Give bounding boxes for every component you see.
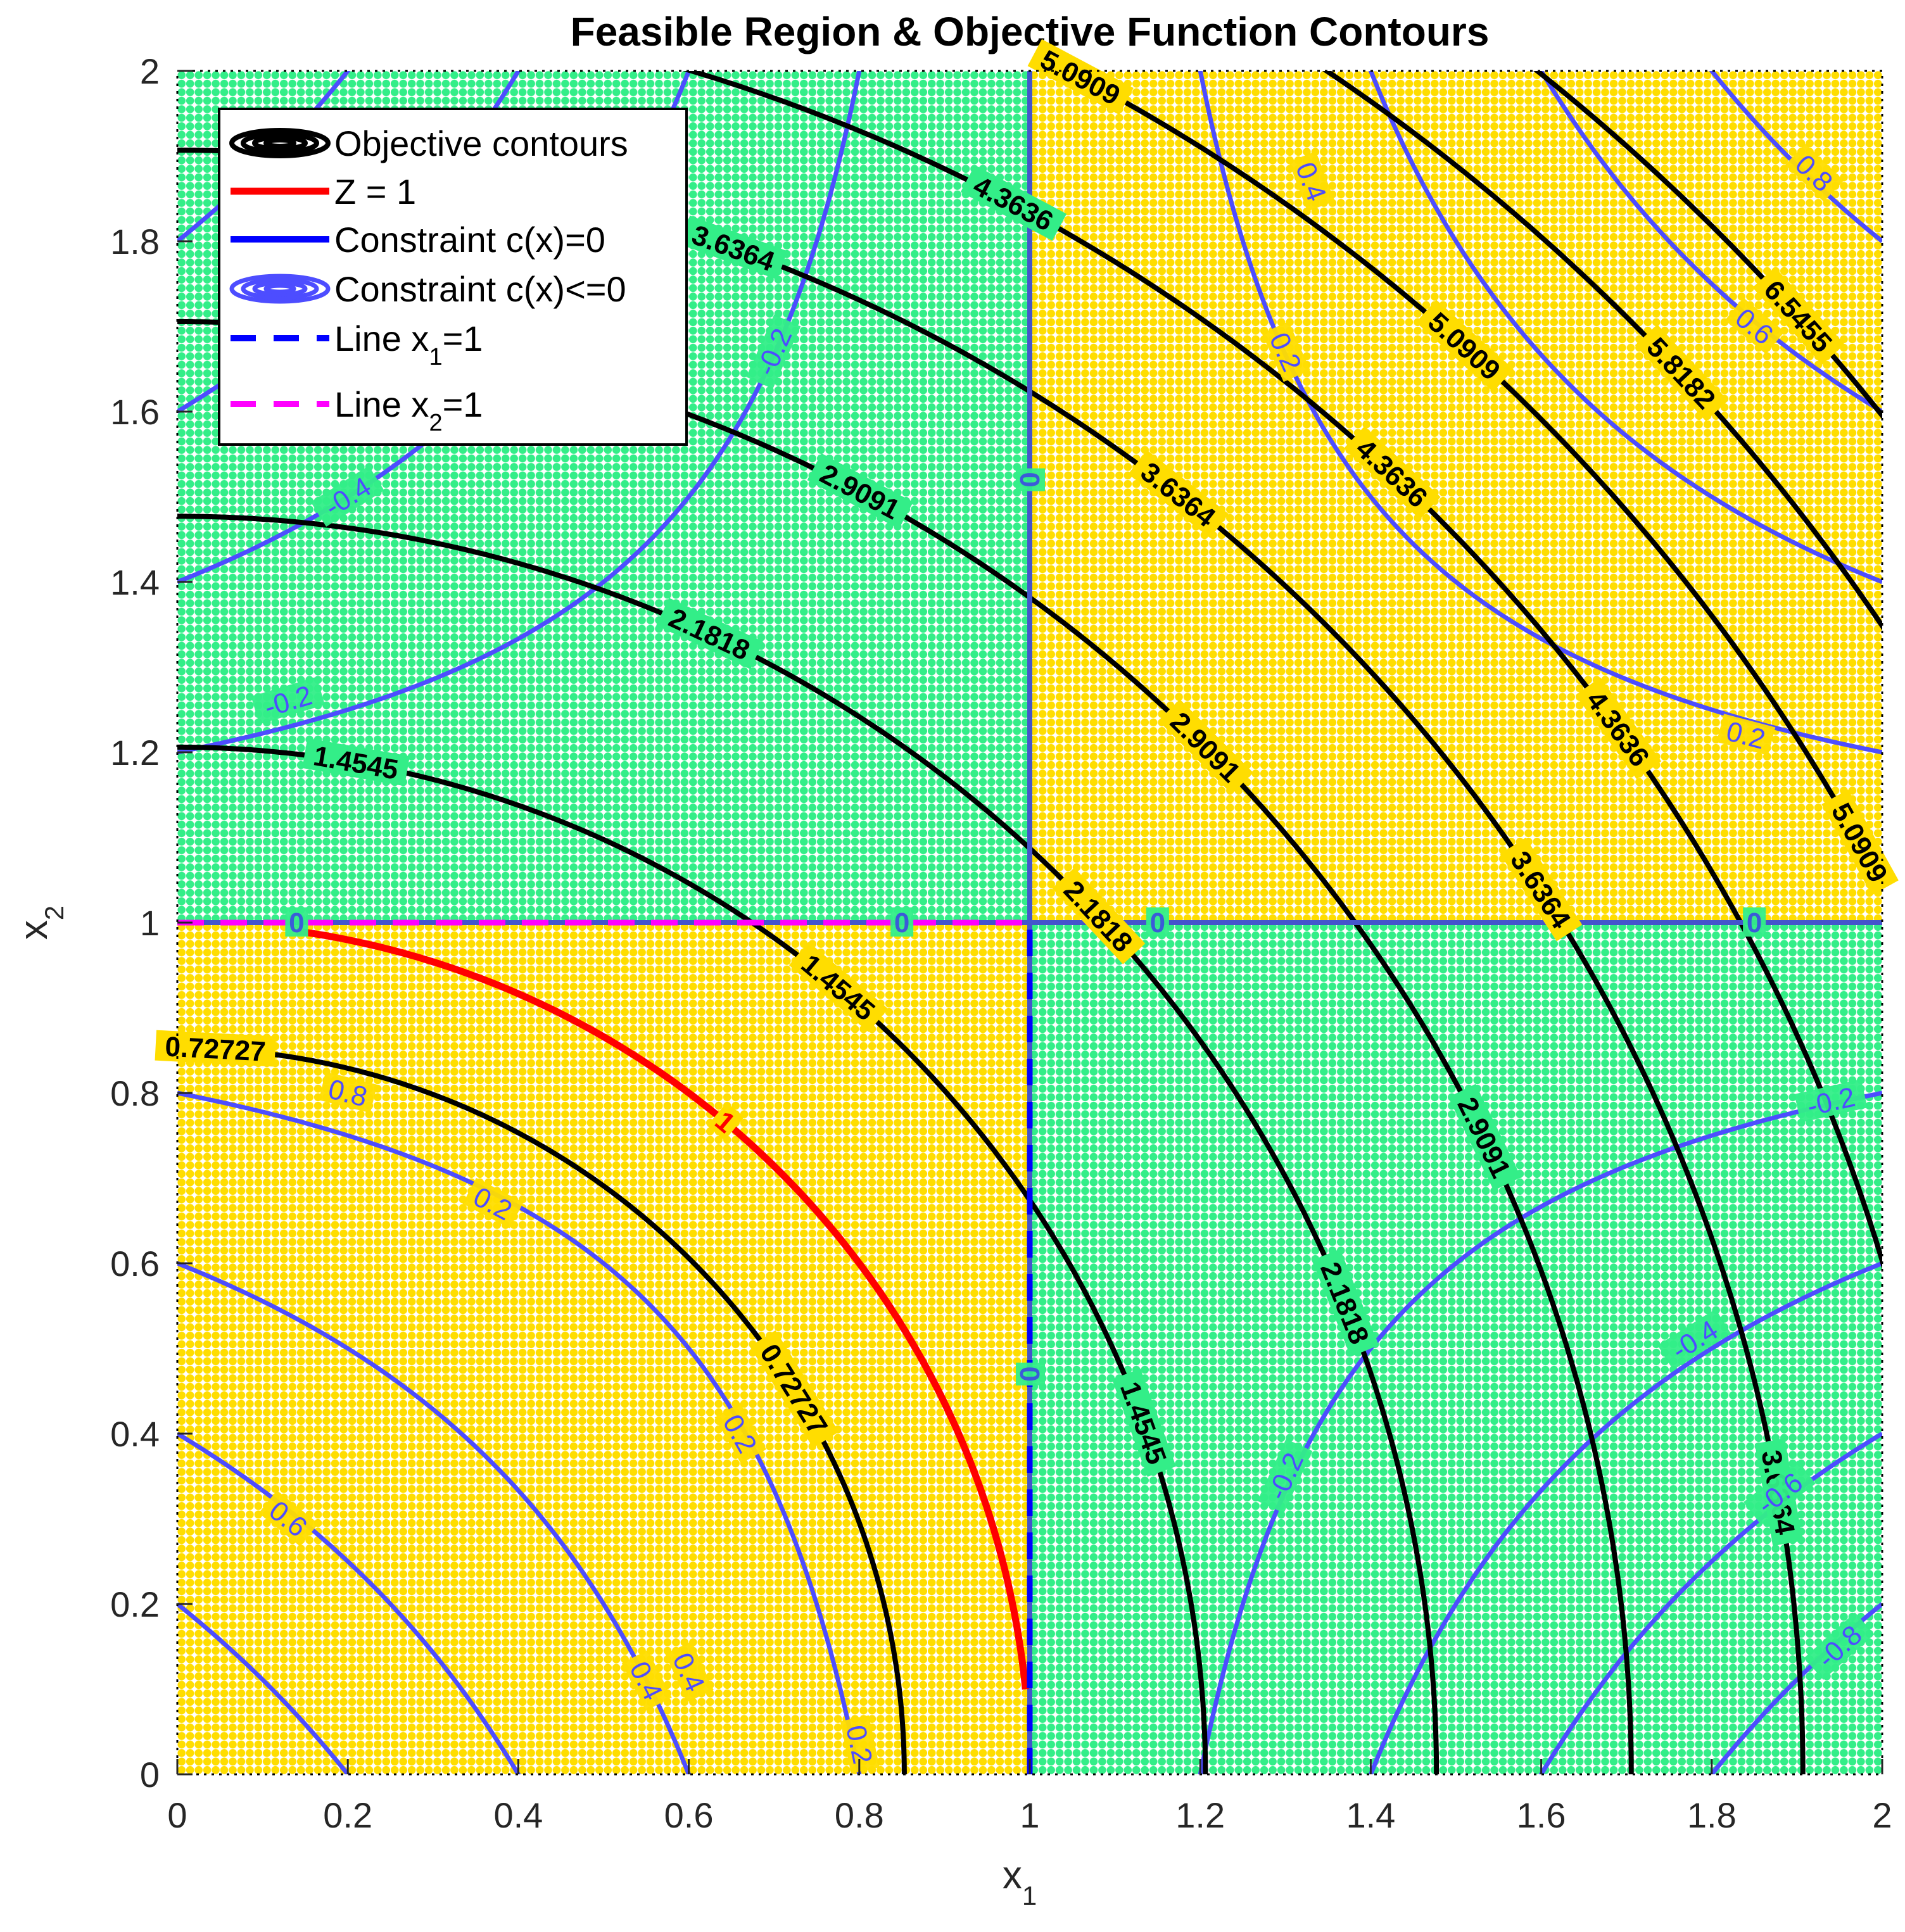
constraint-zero-label-h0: 0 xyxy=(285,907,308,938)
legend-label: Z = 1 xyxy=(334,172,416,212)
y-tick-label: 0.2 xyxy=(110,1584,160,1624)
y-tick-label: 0.6 xyxy=(110,1244,160,1284)
x-tick-label: 1.4 xyxy=(1346,1795,1395,1835)
x-tick-label: 0.4 xyxy=(493,1795,543,1835)
region-bottom-left xyxy=(177,923,1030,1774)
objective-contour-6.5455 xyxy=(1533,71,1882,420)
x-axis-label-text: x xyxy=(1003,1853,1022,1897)
svg-text:0: 0 xyxy=(289,907,304,938)
constraint-contour-0.2-lower-left xyxy=(177,1090,862,1774)
y-axis-label-subscript: 2 xyxy=(39,906,69,920)
constraint-zero-label-h2: 0 xyxy=(1146,907,1169,938)
constraint-contour--0.4-lower-right xyxy=(1368,1261,1882,1774)
constraint-contour-0.6-lower-left xyxy=(177,1432,521,1774)
y-tick-label: 1 xyxy=(140,903,160,943)
objective-contour-5.8182 xyxy=(1322,71,1882,631)
x-tick-label: 1.2 xyxy=(1175,1795,1225,1835)
legend: Objective contours Z = 1 Constraint c(x)=0… xyxy=(218,108,688,446)
legend-label: Constraint c(x)<=0 xyxy=(334,269,626,309)
constraint-zero-label-v0: 0 xyxy=(1014,468,1045,491)
constraint-label-0.2-0: 0.2 xyxy=(840,1715,880,1774)
constraint-zero-label-h1: 0 xyxy=(890,907,914,938)
constraint-contour-0.8-lower-left xyxy=(177,1602,351,1774)
y-axis-label: x2 xyxy=(12,906,69,940)
legend-label: Line x1=1 xyxy=(334,319,483,370)
y-tick-label: 1.2 xyxy=(110,733,160,773)
objective-contour-4.3636 xyxy=(682,71,1882,1270)
constraint-contour-0.8-upper-right xyxy=(1709,71,1882,243)
legend-item-c0: Constraint c(x)=0 xyxy=(231,220,605,260)
svg-text:x1: x1 xyxy=(1003,1853,1037,1910)
y-tick-label: 2 xyxy=(140,51,160,91)
objective-contour-1.4545 xyxy=(177,744,1208,1774)
svg-text:0: 0 xyxy=(1014,1367,1045,1382)
objective-label-0.72727-1: 0.72727 xyxy=(155,1030,276,1068)
x-tick-label: 2 xyxy=(1872,1795,1892,1835)
y-tick-label: 0.4 xyxy=(110,1414,160,1454)
x-tick-label: 0.6 xyxy=(664,1795,714,1835)
x-tick-label: 1 xyxy=(1020,1795,1039,1835)
legend-label: Line x2=1 xyxy=(334,384,483,436)
y-axis-label-text: x xyxy=(12,920,56,940)
y-axis-ticks: 0 0.2 0.4 0.6 0.8 1 1.2 1.4 1.6 1.8 2 xyxy=(110,51,193,1795)
svg-text:x2: x2 xyxy=(12,906,69,940)
x-tick-label: 0.2 xyxy=(323,1795,372,1835)
region-bottom-right xyxy=(1030,923,1882,1774)
legend-item-objective: Objective contours xyxy=(229,123,628,163)
y-tick-label: 0 xyxy=(140,1755,160,1795)
constraint-label--0.2-16: -0.2 xyxy=(1794,1079,1868,1123)
x-tick-label: 0 xyxy=(167,1795,187,1835)
constraint-zero-label-h3: 0 xyxy=(1743,907,1766,938)
x-axis-ticks: 0 0.2 0.4 0.6 0.8 1 1.2 1.4 1.6 1.8 2 xyxy=(167,1759,1892,1835)
legend-label: Constraint c(x)=0 xyxy=(334,220,605,260)
x-axis-label: x1 xyxy=(1003,1853,1037,1910)
legend-item-vline: Line x1=1 xyxy=(231,319,483,370)
chart-title: Feasible Region & Objective Function Con… xyxy=(571,9,1490,54)
constraint-contour-0.4-upper-right xyxy=(1368,71,1882,584)
svg-text:0.72727: 0.72727 xyxy=(164,1031,266,1067)
objective-contour-0.72727 xyxy=(177,1045,907,1774)
reference-lines xyxy=(177,71,1882,1774)
svg-text:0: 0 xyxy=(894,907,909,938)
x-tick-label: 1.8 xyxy=(1687,1795,1737,1835)
constraint-zero-label-v1: 0 xyxy=(1014,1362,1045,1386)
z-equals-one-contour xyxy=(296,927,1029,1690)
objective-contour-5.0909 xyxy=(1062,71,1882,890)
svg-text:0: 0 xyxy=(1747,907,1762,938)
y-tick-label: 1.4 xyxy=(110,562,160,602)
svg-text:0: 0 xyxy=(1014,472,1045,487)
svg-text:0: 0 xyxy=(1150,907,1165,938)
y-tick-label: 1.8 xyxy=(110,222,160,262)
legend-item-cle: Constraint c(x)<=0 xyxy=(229,269,626,309)
legend-item-hline: Line x2=1 xyxy=(231,384,483,436)
plot-frame xyxy=(176,70,1883,1776)
legend-label: Objective contours xyxy=(334,123,628,163)
legend-item-z1: Z = 1 xyxy=(231,172,416,212)
constraint-contour-0.6-upper-right xyxy=(1538,71,1882,414)
x-tick-label: 0.8 xyxy=(835,1795,884,1835)
y-tick-label: 1.6 xyxy=(110,392,160,432)
constraint-label--0.4-17: -0.4 xyxy=(1657,1309,1731,1370)
x-axis-label-subscript: 1 xyxy=(1022,1881,1037,1910)
y-tick-label: 0.8 xyxy=(110,1073,160,1113)
x-tick-label: 1.6 xyxy=(1517,1795,1566,1835)
